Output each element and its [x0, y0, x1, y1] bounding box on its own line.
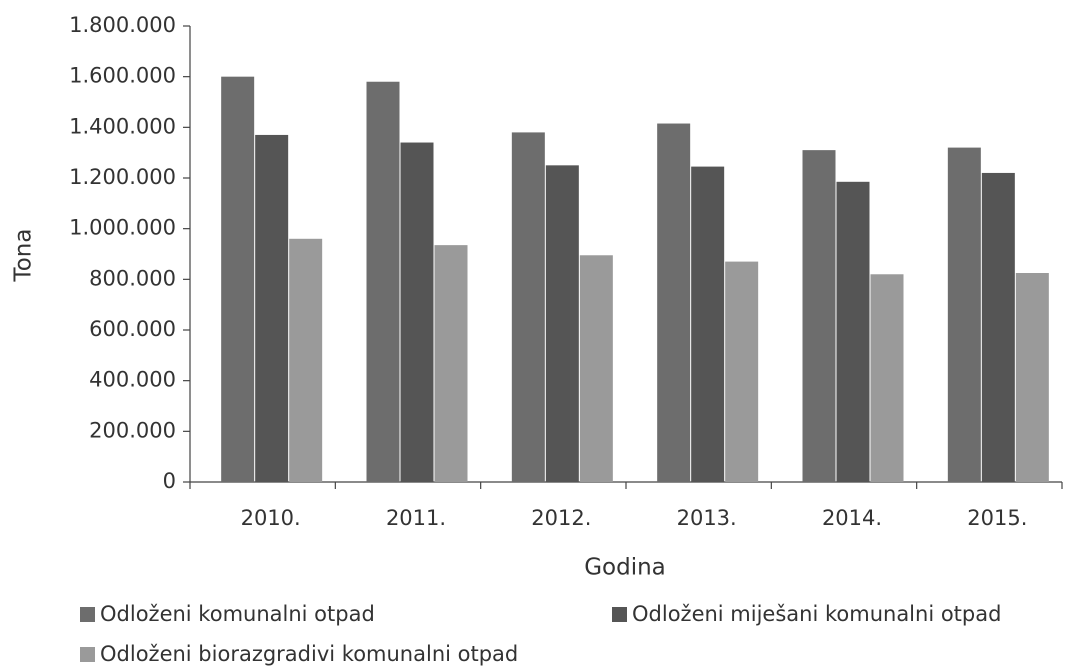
x-tick-label: 2012.	[531, 506, 591, 530]
y-tick-label: 1.400.000	[69, 114, 176, 138]
bar	[981, 172, 1015, 482]
legend-swatch	[80, 607, 95, 622]
x-tick-label: 2011.	[386, 506, 446, 530]
bar	[545, 165, 579, 483]
bar	[255, 134, 289, 482]
bar	[802, 150, 836, 482]
bar	[289, 238, 323, 482]
bar	[434, 245, 468, 482]
y-tick-label: 0	[163, 469, 176, 493]
x-axis-label: Godina	[584, 555, 666, 581]
bar	[511, 132, 545, 482]
bar	[366, 81, 400, 482]
y-tick-label: 800.000	[89, 266, 176, 290]
y-tick-label: 400.000	[89, 368, 176, 392]
bar	[725, 261, 759, 482]
legend-label: Odloženi komunalni otpad	[100, 602, 375, 626]
legend-label: Odloženi biorazgradivi komunalni otpad	[100, 642, 518, 666]
bar	[657, 123, 691, 483]
bar	[221, 76, 255, 483]
bar	[870, 274, 904, 482]
bar	[947, 147, 981, 482]
y-tick-label: 1.200.000	[69, 165, 176, 189]
y-tick-label: 1.800.000	[69, 13, 176, 37]
x-tick-label: 2010.	[241, 506, 301, 530]
y-tick-label: 1.000.000	[69, 216, 176, 240]
x-tick-label: 2014.	[822, 506, 882, 530]
bar	[691, 166, 725, 482]
bar	[400, 142, 434, 483]
y-tick-label: 1.600.000	[69, 64, 176, 88]
y-tick-label: 200.000	[89, 418, 176, 442]
x-tick-label: 2013.	[677, 506, 737, 530]
bar	[579, 255, 613, 482]
y-tick-label: 600.000	[89, 317, 176, 341]
x-tick-label: 2015.	[967, 506, 1027, 530]
y-axis-label: Tona	[11, 229, 37, 283]
bar	[1015, 273, 1049, 482]
bar	[836, 181, 870, 483]
legend-swatch	[612, 607, 627, 622]
legend-swatch	[80, 647, 95, 662]
legend-label: Odloženi miješani komunalni otpad	[632, 602, 1001, 626]
